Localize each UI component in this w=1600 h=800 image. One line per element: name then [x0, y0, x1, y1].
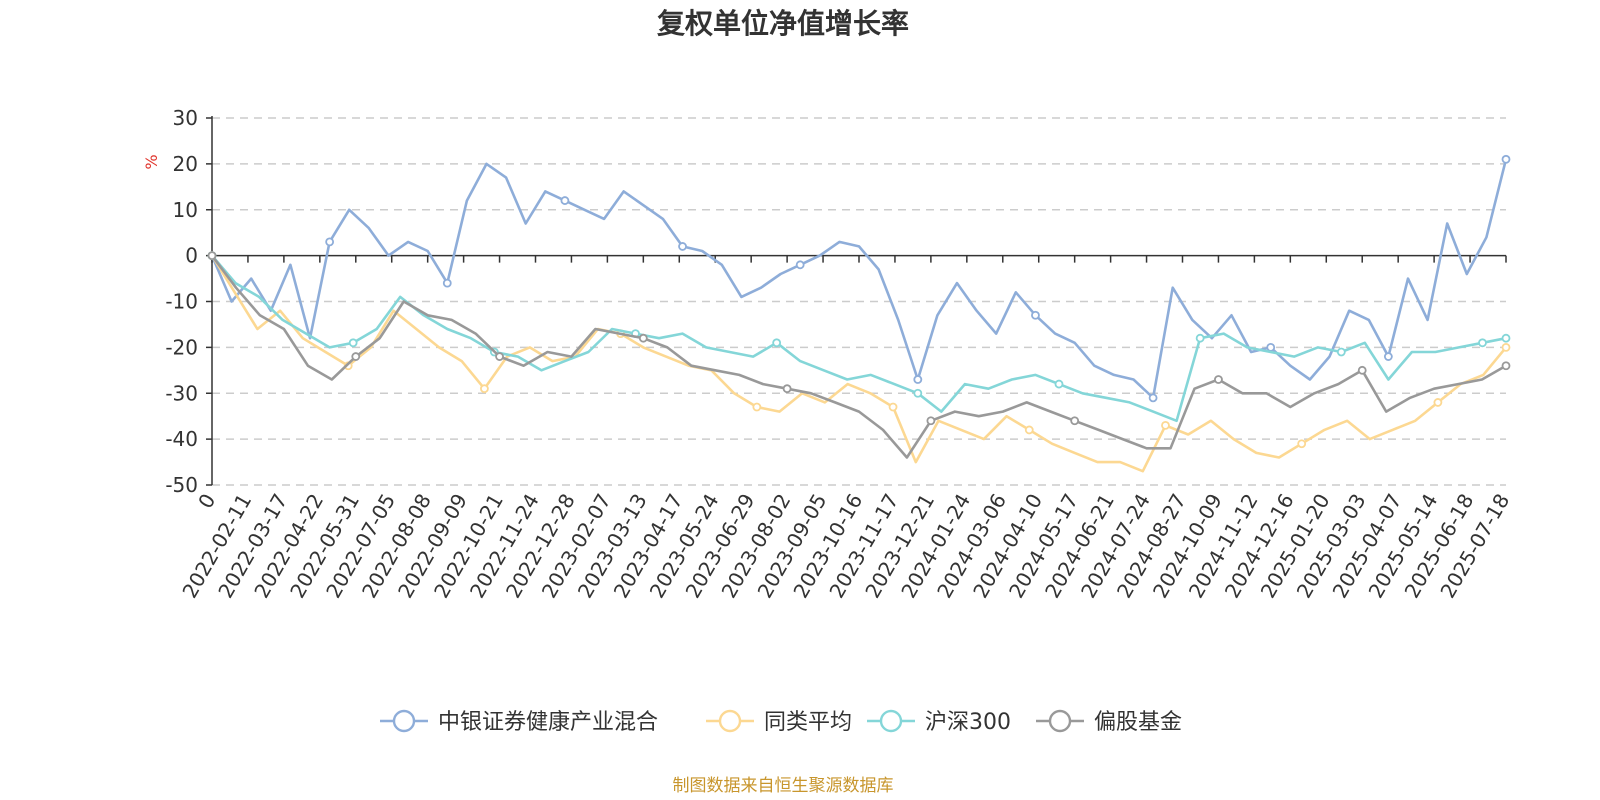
series-point	[1214, 375, 1223, 384]
series-point	[1024, 425, 1034, 435]
legend-item[interactable]: 偏股基金	[1036, 709, 1182, 735]
y-tick-label: -20	[165, 335, 198, 359]
series-point	[348, 338, 358, 348]
source-text: 制图数据来自恒生聚源数据库	[673, 776, 894, 796]
series-line	[210, 254, 1508, 473]
legend-marker	[392, 709, 416, 733]
series-point	[926, 416, 936, 426]
legend-label: 沪深300	[925, 710, 1011, 735]
legend[interactable]: 中银证券健康产业混合 同类平均 沪深300 偏股基金	[380, 709, 1182, 735]
series-point	[1336, 347, 1346, 357]
series-point	[442, 278, 452, 288]
y-tick-label: 0	[185, 244, 198, 268]
series-layer	[207, 154, 1511, 473]
axis-layer: 3020100-10-20-30-40-5002022-02-112022-03…	[165, 106, 1514, 602]
legend-marker	[718, 709, 742, 733]
series-point	[1357, 365, 1367, 375]
series-point	[1070, 416, 1080, 426]
y-tick-label: 30	[173, 106, 198, 130]
series-point	[1297, 439, 1307, 449]
series-point	[638, 333, 648, 343]
legend-label: 偏股基金	[1094, 710, 1182, 735]
x-tick-label: 0	[193, 490, 220, 513]
series-point	[1054, 379, 1064, 389]
legend-marker	[1048, 709, 1072, 733]
series-line	[210, 158, 1508, 400]
series-point	[1148, 393, 1158, 403]
series-point	[913, 375, 923, 384]
y-tick-label: -30	[165, 381, 198, 405]
grid-layer	[212, 117, 1506, 486]
series-point	[678, 242, 687, 251]
series-point	[1195, 333, 1205, 343]
y-tick-label: 20	[173, 152, 198, 176]
series-point	[752, 402, 762, 412]
legend-marker	[879, 709, 903, 733]
legend-label: 同类平均	[764, 710, 852, 735]
series-point	[1266, 342, 1276, 352]
series-point	[1031, 310, 1040, 320]
legend-item[interactable]: 中银证券健康产业混合	[380, 709, 658, 735]
series-line	[211, 254, 1507, 423]
series-line	[210, 254, 1507, 459]
series-point	[888, 402, 898, 412]
series-point	[207, 251, 217, 261]
series-point	[1501, 154, 1511, 164]
series-point	[1161, 420, 1170, 430]
series-point	[782, 384, 792, 394]
chart-title: 复权单位净值增长率	[657, 7, 909, 40]
series-point	[351, 352, 361, 361]
legend-item[interactable]: 沪深300	[867, 709, 1011, 735]
series-point	[1501, 361, 1511, 371]
y-tick-label: 10	[173, 198, 198, 222]
series-point	[1501, 333, 1511, 343]
series-point	[495, 352, 504, 361]
series-point	[1433, 398, 1443, 407]
series-point	[795, 260, 805, 270]
y-tick-label: -50	[165, 473, 198, 497]
series-point	[1501, 342, 1511, 352]
legend-item[interactable]: 同类平均	[706, 709, 852, 735]
series-point	[772, 338, 782, 348]
series-point	[913, 388, 923, 398]
legend-label: 中银证券健康产业混合	[438, 710, 658, 735]
series-point	[325, 237, 335, 247]
series-point	[1478, 338, 1487, 348]
y-tick-label: -10	[165, 290, 198, 314]
series-point	[560, 196, 570, 205]
y-tick-label: -40	[165, 427, 198, 451]
series-point	[1383, 352, 1393, 361]
series-point	[480, 384, 489, 394]
y-axis-unit-label: %	[142, 154, 161, 169]
